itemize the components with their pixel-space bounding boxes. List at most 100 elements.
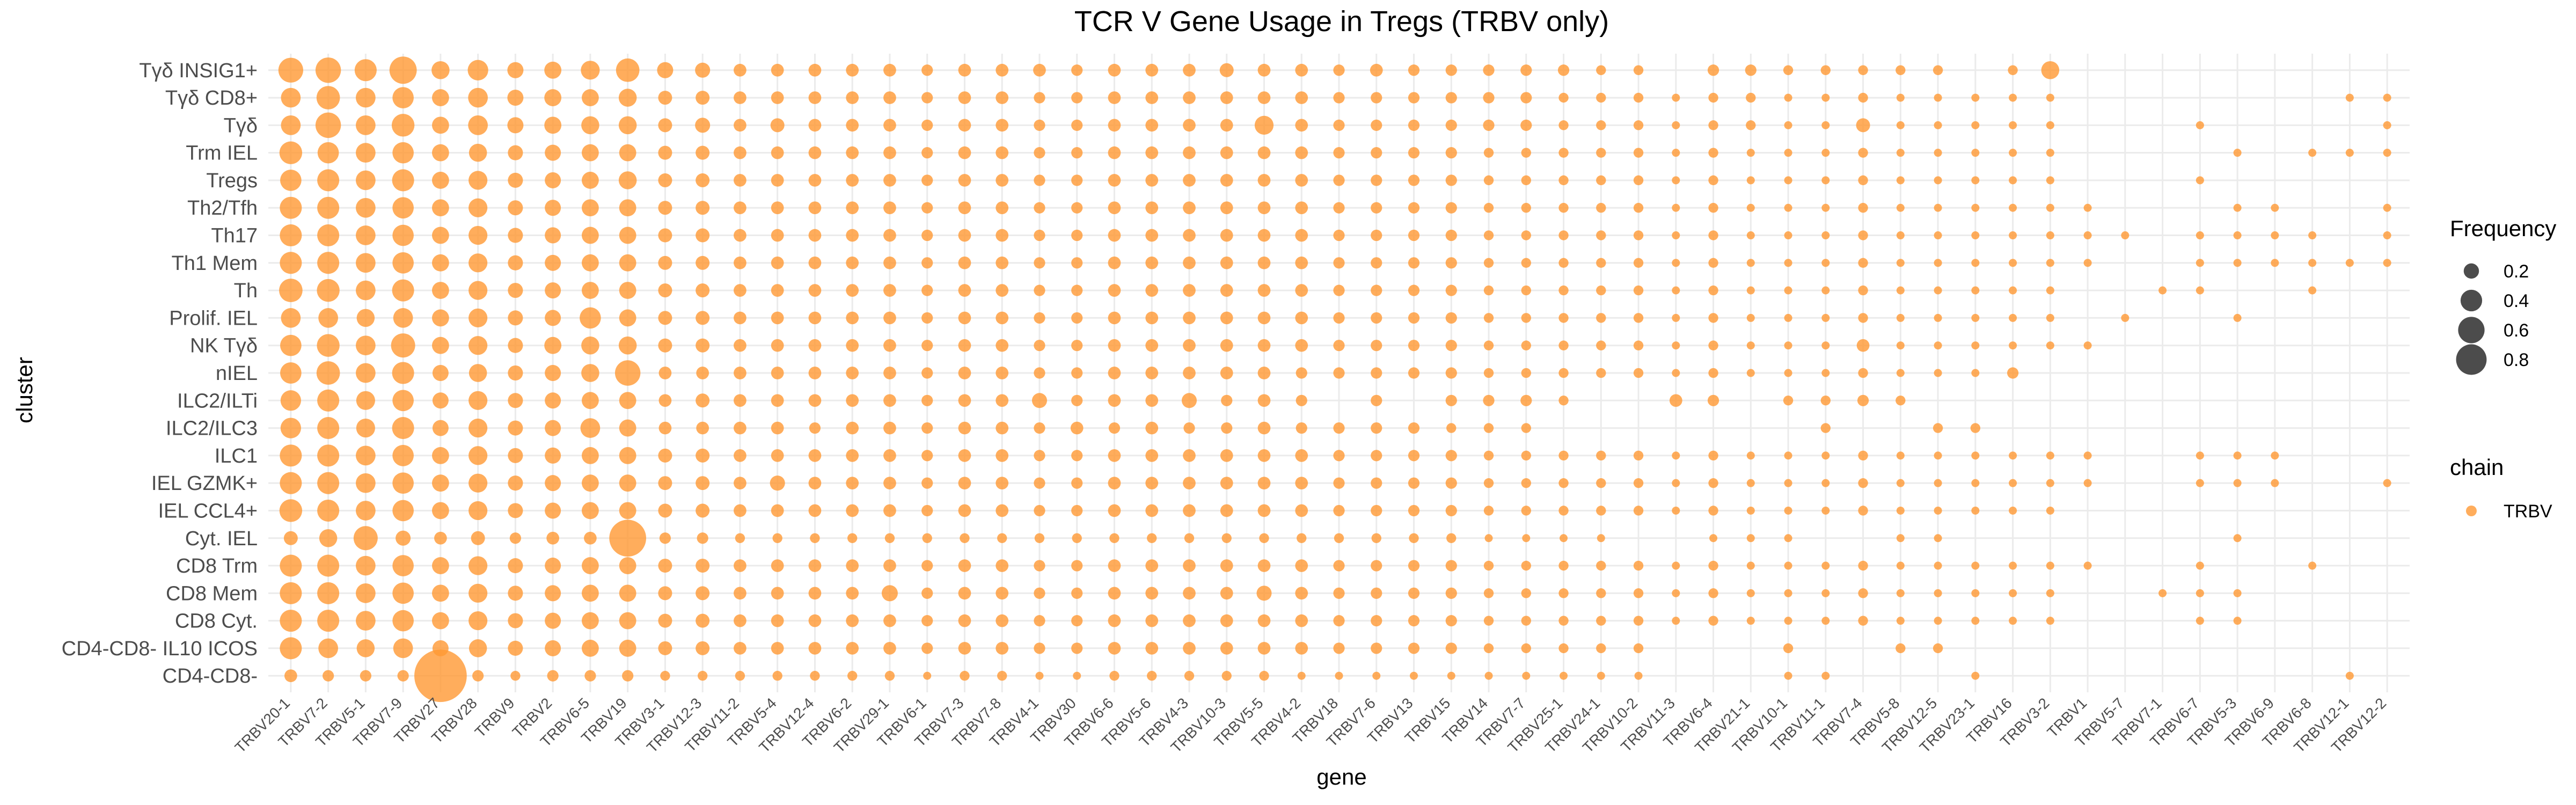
data-point [1220,256,1233,269]
data-point [1145,614,1159,627]
data-point [696,91,710,105]
data-point [1558,285,1569,296]
data-point [1934,506,1942,515]
data-point [2383,231,2391,240]
data-point [1295,642,1308,655]
data-point [1783,65,1794,75]
data-point [1220,477,1233,490]
data-point [1145,284,1159,297]
data-point [2196,231,2204,240]
data-point [1633,230,1644,240]
data-point [1934,203,1942,212]
data-point [1633,450,1644,461]
data-point [696,145,710,160]
data-point [1934,369,1942,377]
data-point [280,472,302,494]
data-point [1034,229,1045,241]
data-point [658,118,672,133]
data-point [280,252,302,274]
data-point [883,614,896,627]
data-point [1220,201,1233,215]
data-point [2196,561,2204,570]
data-point [1034,202,1045,214]
data-point [1070,421,1084,435]
data-point [1071,450,1083,462]
data-point [771,311,784,325]
data-point [1820,65,1831,75]
data-point [1784,589,1792,597]
data-point [1034,92,1045,104]
data-point [1821,671,1830,680]
data-point [1934,93,1942,102]
data-point [1333,477,1345,489]
data-point [846,256,859,269]
data-point [1858,560,1868,571]
data-point [1558,203,1569,213]
data-point [696,201,710,215]
data-point [922,533,932,543]
data-point [1896,396,1906,406]
data-point [356,391,375,410]
data-point [658,91,672,105]
data-point [508,255,523,270]
data-point [1596,368,1606,378]
data-point [545,420,561,436]
data-point [280,196,302,219]
data-point [846,614,859,627]
data-point [1145,91,1159,104]
data-point [1257,311,1271,325]
data-point [1484,671,1493,680]
data-point [1183,284,1196,297]
data-point [1521,478,1531,488]
data-point [1371,394,1382,406]
data-point [1445,340,1457,352]
data-point [996,504,1009,517]
data-point [1933,65,1943,75]
data-point [280,390,301,411]
data-point [1934,451,1942,460]
data-point [1370,63,1383,77]
data-point [958,284,971,297]
data-point [1031,393,1047,408]
data-point [1071,477,1083,489]
data-point [581,612,599,630]
data-point [771,367,784,379]
data-point [1858,65,1868,75]
data-point [696,393,710,408]
data-point [1558,340,1569,350]
data-point [1408,560,1420,572]
data-point [1295,311,1308,325]
data-point [1073,671,1081,680]
data-point [1333,422,1345,434]
data-point [1034,615,1045,627]
data-point [1408,92,1420,104]
data-point [958,91,971,104]
data-point [1034,367,1045,379]
data-point [1371,615,1382,627]
data-point [921,367,933,379]
data-point [584,531,597,545]
data-point [1858,285,1868,296]
data-point [996,421,1009,435]
data-point [1145,256,1159,269]
data-point [1521,148,1531,158]
data-point [1971,259,1980,267]
data-point [2009,121,2017,129]
data-point [2046,506,2054,515]
data-point [2121,313,2129,322]
data-point [808,367,822,379]
data-point [1821,589,1830,597]
data-point [697,532,708,544]
data-point [1521,203,1531,213]
data-point [619,612,636,630]
data-point [431,336,449,354]
data-point [921,394,933,406]
data-point [1108,367,1121,379]
data-point [1445,450,1457,462]
data-point [734,339,747,352]
data-point [1071,119,1083,131]
data-point [734,174,747,187]
data-point [2046,451,2054,460]
data-point [2046,259,2054,267]
